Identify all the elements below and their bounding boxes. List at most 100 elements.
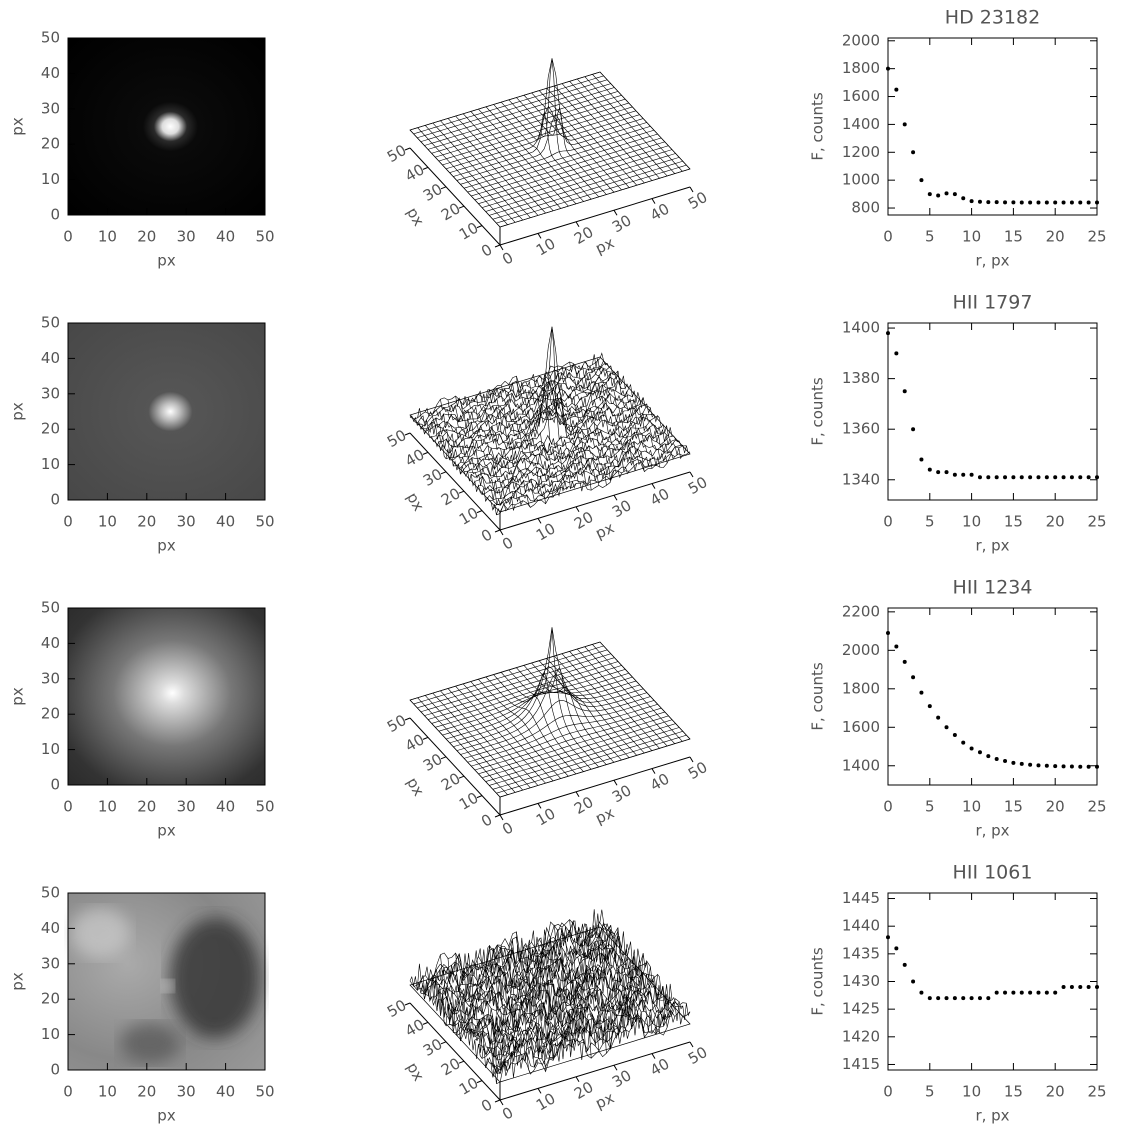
y-tick-label: 0 <box>478 240 495 260</box>
data-point <box>919 690 924 695</box>
mesh-line <box>409 641 601 701</box>
y-tick <box>422 736 429 740</box>
mesh-line <box>499 168 691 228</box>
y-tick-label: 1430 <box>842 972 880 990</box>
mesh-line <box>531 92 622 191</box>
mesh-line <box>438 102 629 162</box>
mesh-line <box>478 679 569 777</box>
data-point <box>919 457 924 462</box>
mesh-line <box>481 719 673 779</box>
mesh-line <box>599 641 691 740</box>
x-tick-label: 0 <box>499 533 516 553</box>
x-tick-label: 30 <box>177 513 196 531</box>
x-tick-label: 10 <box>98 1083 117 1101</box>
y-tick-label: 1800 <box>842 679 880 697</box>
x-tick <box>499 1099 504 1106</box>
x-tick <box>651 1053 656 1059</box>
axis-line <box>499 471 691 531</box>
data-point <box>1019 761 1024 766</box>
data-point <box>961 996 966 1001</box>
y-tick <box>404 1002 411 1006</box>
chart-title: HII 1234 <box>953 577 1033 599</box>
data-point <box>919 990 924 995</box>
mesh-line <box>409 699 501 798</box>
x-tick-label: 0 <box>499 1103 516 1123</box>
data-point <box>886 66 890 71</box>
mesh-line <box>478 145 669 205</box>
mesh-line <box>561 83 653 181</box>
mesh-line <box>499 738 691 798</box>
x-tick-label: 0 <box>883 513 893 531</box>
y-tick-label: 10 <box>41 455 60 473</box>
mesh-line <box>500 385 592 491</box>
mesh-line <box>455 395 546 504</box>
data-point <box>1019 475 1024 480</box>
data-point <box>1053 200 1058 205</box>
y-tick <box>440 471 447 475</box>
mesh-line <box>489 157 680 216</box>
mesh-line <box>508 58 600 198</box>
x-tick <box>613 494 618 501</box>
y-axis-label: px <box>403 1059 428 1084</box>
mesh-line <box>449 380 640 461</box>
y-tick-label: 1600 <box>842 718 880 736</box>
x-tick-label: 40 <box>647 1055 673 1080</box>
mesh-line <box>485 676 577 775</box>
x-tick-label: 10 <box>962 1083 981 1101</box>
data-point <box>1028 762 1033 767</box>
mesh-line <box>538 90 630 188</box>
mesh-line <box>489 727 680 786</box>
y-tick-label: 30 <box>41 954 60 972</box>
y-tick-label: 50 <box>384 996 410 1021</box>
y-tick-label: 50 <box>384 141 410 166</box>
y-tick-label: 2000 <box>842 641 880 659</box>
x-tick-label: 25 <box>1087 513 1106 531</box>
y-axis-label: px <box>9 117 27 136</box>
mesh-line <box>413 360 604 424</box>
chart-title: HII 1797 <box>953 292 1033 314</box>
y-tick-label: 50 <box>384 426 410 451</box>
data-point <box>1095 475 1099 480</box>
x-tick-label: 20 <box>137 1083 156 1101</box>
chart-title: HD 23182 <box>945 7 1040 29</box>
y-tick-label: 50 <box>41 599 60 617</box>
x-tick-label: 10 <box>98 228 117 246</box>
x-tick <box>613 1064 618 1071</box>
axis-line <box>409 1002 501 1101</box>
mesh-line <box>417 408 508 512</box>
x-tick-label: 20 <box>137 228 156 246</box>
mesh-line <box>417 649 608 709</box>
mesh-line <box>470 111 562 209</box>
y-tick-label: 1200 <box>842 143 880 161</box>
data-point <box>1003 200 1008 205</box>
y-tick-label: 40 <box>41 919 60 937</box>
mesh-line <box>496 1001 687 1085</box>
data-point <box>1078 200 1083 205</box>
y-tick-label: 1400 <box>842 115 880 133</box>
mesh-line <box>496 734 687 794</box>
y-tick-label: 1340 <box>842 470 880 488</box>
data-point <box>1095 985 1099 990</box>
data-point <box>1061 985 1066 990</box>
axis-line <box>499 1041 691 1101</box>
y-tick-label: 10 <box>456 504 482 529</box>
data-point <box>1069 475 1074 480</box>
mesh-line <box>584 923 676 1023</box>
x-tick-label: 30 <box>609 1066 635 1091</box>
mesh-line <box>508 939 600 1051</box>
mesh-line <box>500 945 592 1059</box>
data-point <box>952 996 957 1001</box>
x-axis-label: px <box>157 822 176 840</box>
x-tick <box>499 814 504 821</box>
data-point <box>1003 990 1008 995</box>
x-tick <box>651 483 656 489</box>
mesh-line <box>417 363 608 427</box>
mesh-line <box>481 149 673 208</box>
y-tick-label: 1415 <box>842 1055 880 1073</box>
data-point <box>902 659 907 664</box>
data-point <box>902 122 907 127</box>
x-tick <box>613 209 618 216</box>
x-tick-label: 20 <box>571 1078 597 1103</box>
data-point <box>977 996 982 1001</box>
